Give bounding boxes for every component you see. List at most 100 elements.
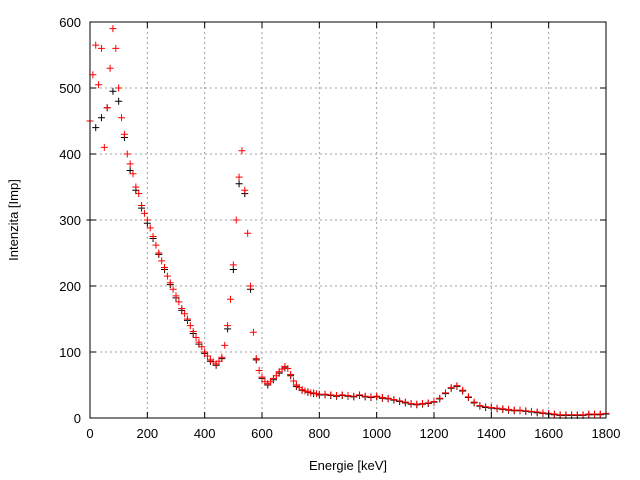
x-tick-label: 1200: [420, 426, 449, 441]
data-point-series-1: [304, 388, 312, 396]
data-point-series-1: [106, 64, 114, 72]
data-point-series-1: [539, 409, 547, 417]
data-point-series-1: [204, 352, 212, 360]
x-tick-label: 200: [136, 426, 158, 441]
data-point-series-1: [453, 382, 461, 390]
data-point-series-1: [596, 410, 604, 418]
data-point-series-1: [132, 183, 140, 191]
data-point-series-1: [218, 353, 226, 361]
y-tick-label: 100: [59, 345, 81, 360]
data-point-series-1: [419, 399, 427, 407]
data-point-series-1: [172, 292, 180, 300]
data-point-series-1: [344, 392, 352, 400]
data-point-series-1: [183, 315, 191, 323]
data-point-series-0: [92, 124, 100, 132]
data-point-series-1: [505, 405, 513, 413]
x-tick-label: 1400: [477, 426, 506, 441]
x-tick-label: 1600: [534, 426, 563, 441]
y-tick-label: 500: [59, 81, 81, 96]
data-point-series-1: [487, 403, 495, 411]
data-point-series-1: [123, 150, 131, 158]
data-point-series-1: [424, 399, 432, 407]
data-point-series-1: [118, 114, 126, 122]
data-point-series-1: [527, 407, 535, 415]
data-point-series-1: [355, 391, 363, 399]
data-point-series-1: [163, 272, 171, 280]
data-point-series-1: [103, 104, 111, 112]
data-point-series-0: [97, 114, 105, 122]
data-point-series-1: [201, 348, 209, 356]
data-point-series-1: [361, 392, 369, 400]
x-tick-label: 400: [194, 426, 216, 441]
data-point-series-1: [195, 338, 203, 346]
ticks: 0 200 400 600 800 1000 1200 1400 1600 1800 0 100 200…: [59, 15, 620, 441]
data-point-series-0: [109, 87, 117, 95]
data-point-series-1: [224, 322, 232, 330]
data-point-series-1: [430, 398, 438, 405]
data-point-series-1: [146, 224, 154, 232]
data-point-series-1: [232, 216, 240, 224]
data-point-series-1: [238, 147, 246, 155]
data-point-series-1: [95, 81, 103, 89]
data-point-series-1: [464, 393, 472, 401]
data-point-series-1: [401, 398, 409, 406]
x-tick-label: 0: [86, 426, 93, 441]
data-point-series-1: [255, 366, 263, 374]
data-point-series-1: [333, 392, 341, 400]
data-point-series-1: [112, 44, 120, 52]
data-point-series-1: [470, 398, 478, 406]
data-point-series-1: [373, 392, 381, 400]
data-point-series-1: [459, 386, 467, 394]
data-point-series-1: [175, 298, 183, 306]
data-point-series-0: [115, 97, 123, 105]
data-point-series-1: [550, 410, 558, 418]
x-tick-label: 1000: [362, 426, 391, 441]
data-point-series-1: [181, 310, 189, 318]
data-point-series-1: [169, 285, 177, 293]
y-tick-label: 300: [59, 213, 81, 228]
data-point-series-1: [178, 304, 186, 312]
data-point-series-1: [89, 71, 97, 79]
data-point-series-1: [287, 370, 295, 378]
data-point-series-1: [249, 328, 257, 336]
x-axis-label: Energie [keV]: [309, 458, 387, 473]
data-point-series-1: [221, 341, 229, 349]
data-point-series-1: [92, 41, 100, 49]
x-tick-label: 600: [251, 426, 273, 441]
y-tick-label: 200: [59, 279, 81, 294]
data-point-series-1: [390, 396, 398, 404]
data-point-series-1: [158, 257, 166, 265]
data-point-series-1: [312, 390, 320, 398]
data-point-series-1: [579, 411, 587, 419]
data-point-series-1: [272, 372, 280, 380]
data-point-series-1: [226, 295, 234, 303]
data-point-series-1: [350, 392, 358, 400]
data-point-series-1: [198, 343, 206, 351]
data-point-series-1: [447, 384, 455, 392]
y-tick-label: 0: [74, 411, 81, 426]
y-tick-label: 400: [59, 147, 81, 162]
data-point-series-1: [138, 201, 146, 209]
data-point-series-1: [149, 233, 157, 240]
data-point-series-1: [109, 25, 117, 33]
data-point-series-1: [97, 44, 105, 52]
data-point-series-1: [267, 378, 275, 386]
data-point-series-1: [476, 401, 484, 409]
data-point-series-1: [186, 322, 194, 330]
data-point-series-1: [115, 84, 123, 92]
data-point-series-1: [244, 229, 252, 237]
data-point-series-1: [155, 249, 163, 257]
x-tick-label: 800: [308, 426, 330, 441]
data-point-series-1: [499, 405, 507, 413]
data-point-series-1: [321, 390, 329, 398]
data-point-series-0: [235, 180, 243, 188]
data-point-series-1: [143, 216, 151, 224]
data-point-series-1: [493, 404, 501, 412]
data-point-series-1: [215, 357, 223, 365]
data-marks: [86, 25, 610, 419]
data-point-series-1: [367, 393, 375, 401]
data-point-series-1: [441, 389, 449, 397]
data-point-series-1: [189, 328, 197, 336]
